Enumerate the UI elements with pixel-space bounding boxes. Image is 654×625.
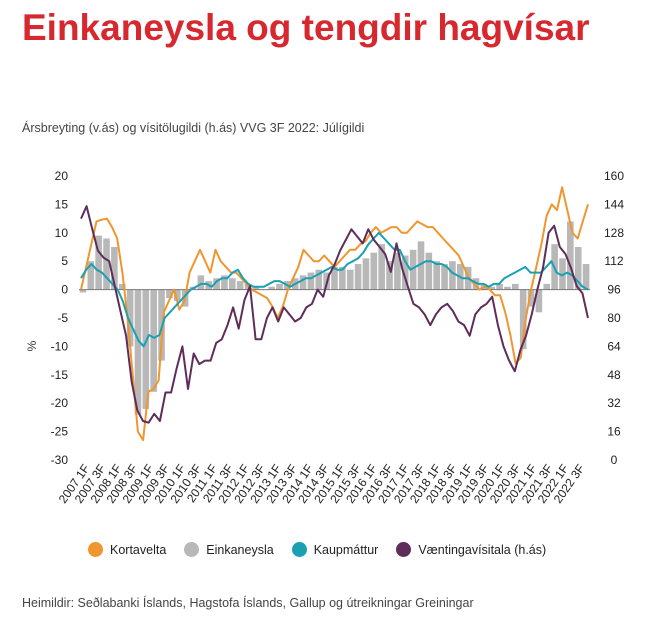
right-axis-tick-label: 32 (607, 396, 621, 410)
einkaneysla-bar (512, 283, 519, 290)
einkaneysla-bar (276, 283, 283, 290)
legend-swatch-kaupmattur (291, 542, 307, 557)
right-axis-tick-label: 16 (607, 425, 621, 439)
einkaneysla-bar (409, 249, 417, 290)
einkaneysla-bar (362, 258, 370, 290)
einkaneysla-bar (567, 221, 574, 290)
chart: % 20151050-5-10-15-20-25-301601441281129… (25, 169, 624, 506)
einkaneysla-bar (504, 286, 511, 290)
legend-swatch-vaenting (396, 542, 412, 557)
einkaneysla-bar (111, 247, 118, 290)
legend-label-vaenting: Væntingavísitala (h.ás) (418, 542, 547, 557)
einkaneysla-bar (425, 252, 433, 290)
einkaneysla-bar (213, 278, 220, 290)
right-axis-tick-label: 0 (611, 453, 618, 467)
einkaneysla-bar (582, 264, 590, 290)
einkaneysla-bar (221, 275, 228, 290)
einkaneysla-bar (252, 286, 260, 290)
right-axis-tick-label: 160 (604, 169, 624, 183)
left-axis-tick-label: -15 (51, 368, 69, 382)
einkaneysla-bar (433, 261, 440, 290)
right-axis-tick-label: 128 (604, 226, 624, 240)
left-axis-tick-label: -10 (51, 339, 69, 353)
left-axis-tick-label: 5 (61, 254, 68, 268)
einkaneysla-bar (488, 286, 496, 290)
einkaneysla-bar (95, 235, 102, 290)
einkaneysla-bar (441, 264, 448, 290)
einkaneysla-bar (386, 261, 393, 290)
left-axis-tick-label: 10 (55, 226, 69, 240)
einkaneysla-bar (378, 244, 385, 290)
legend-label-kortavelta: Kortavelta (110, 542, 167, 557)
einkaneysla-bar (574, 247, 582, 290)
einkaneysla-bar (449, 261, 456, 290)
einkaneysla-bar (118, 283, 126, 290)
left-axis-tick-label: -30 (51, 453, 69, 467)
right-axis-tick-label: 64 (607, 339, 621, 353)
legend-item-vaenting: Væntingavísitala (h.ás) (396, 542, 546, 557)
einkaneysla-bar (339, 266, 346, 290)
legend-swatch-kortavelta (88, 542, 103, 557)
left-axis-tick-label: 15 (55, 197, 69, 211)
einkaneysla-bar (236, 281, 244, 290)
einkaneysla-bar (527, 289, 535, 307)
einkaneysla-bar (173, 289, 181, 301)
einkaneysla-bar (417, 241, 425, 290)
einkaneysla-bar (150, 289, 157, 392)
legend-label-kaupmattur: Kaupmáttur (313, 542, 379, 557)
einkaneysla-bar (103, 238, 110, 290)
right-axis-tick-label: 112 (604, 254, 623, 268)
vaenting-line (80, 205, 589, 424)
einkaneysla-bar (307, 272, 315, 290)
right-axis-tick-label: 144 (604, 197, 624, 211)
einkaneysla-bar (134, 289, 142, 415)
einkaneysla-bar (268, 286, 275, 290)
einkaneysla-bar (315, 269, 323, 290)
legend-item-einkaneysla: Einkaneysla (184, 542, 274, 557)
einkaneysla-bar (354, 264, 362, 290)
legend-item-kortavelta: Kortavelta (88, 542, 166, 557)
right-axis-tick-label: 80 (607, 311, 621, 325)
kortavelta-line (80, 186, 589, 442)
chart-subtitle: Ársbreyting (v.ás) og vísitölugildi (h.á… (22, 121, 365, 135)
einkaneysla-bar (472, 278, 480, 290)
einkaneysla-bar (197, 275, 205, 290)
einkaneysla-bar (331, 266, 338, 290)
legend-label-einkaneysla: Einkaneysla (206, 542, 274, 557)
page-title: Einkaneysla og tengdir hagvísar (22, 7, 590, 48)
einkaneysla-bar (535, 289, 543, 313)
einkaneysla-bar (496, 283, 503, 290)
einkaneysla-bar (126, 289, 134, 347)
left-axis-tick-label: -25 (51, 425, 69, 439)
einkaneysla-bar (519, 289, 527, 350)
einkaneysla-bar (394, 252, 401, 290)
left-axis-tick-label: -20 (51, 396, 69, 410)
legend-item-kaupmattur: Kaupmáttur (291, 542, 379, 557)
einkaneysla-bar (543, 283, 551, 290)
legend-swatch-einkaneysla (184, 542, 200, 557)
einkaneysla-bar (166, 289, 173, 299)
y-axis-unit-label: % (25, 340, 39, 351)
einkaneysla-bar (229, 278, 236, 290)
left-axis-tick-label: -5 (57, 311, 68, 325)
einkaneysla-bar (401, 255, 409, 290)
left-axis-tick-label: 20 (55, 169, 69, 183)
einkaneysla-bar (299, 275, 307, 290)
einkaneysla-bar (87, 261, 95, 290)
einkaneysla-bar (346, 269, 354, 290)
chart-legend: Kortavelta Einkaneysla Kaupmáttur Væntin… (88, 542, 564, 557)
right-axis-tick-label: 96 (607, 283, 621, 297)
left-axis-tick-label: 0 (61, 283, 68, 297)
einkaneysla-bar (370, 252, 378, 290)
einkaneysla-bar (79, 289, 87, 293)
right-axis-tick-label: 48 (607, 368, 621, 382)
einkaneysla-bar (142, 289, 150, 409)
kaupmattur-line (80, 231, 589, 348)
source-note: Heimildir: Seðlabanki Íslands, Hagstofa … (22, 596, 474, 610)
